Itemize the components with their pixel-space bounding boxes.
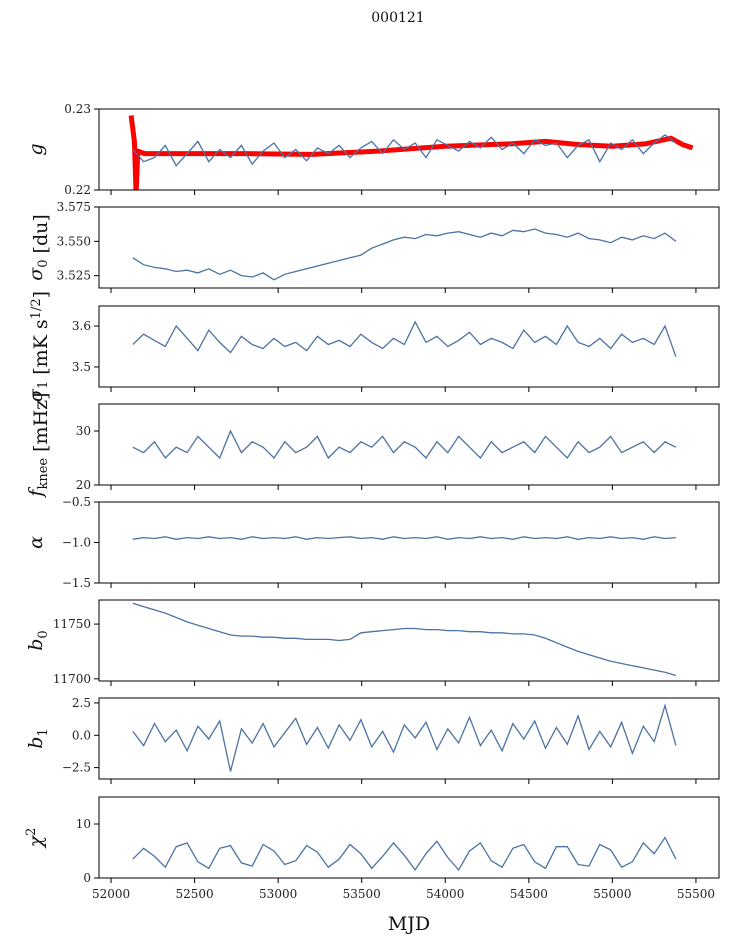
y-axis-label: σ1 [mK s1/2] bbox=[25, 291, 52, 402]
y-tick-label: 2.5 bbox=[72, 696, 91, 710]
y-tick-label: −1.5 bbox=[62, 576, 91, 590]
y-axis-label: σ0 [du] bbox=[25, 214, 52, 281]
axes-frame bbox=[98, 108, 720, 191]
y-axis-label: χ2 bbox=[24, 828, 47, 850]
series-line bbox=[132, 429, 677, 460]
y-tick-label: 0.22 bbox=[64, 183, 91, 197]
x-tick-label: 53500 bbox=[343, 887, 381, 901]
y-axis-label: b0 bbox=[25, 630, 51, 650]
panel-3: 3.5 3.6 σ1 [mK s1/2] bbox=[25, 291, 720, 402]
y-tick-label: −2.5 bbox=[62, 761, 91, 775]
y-tick-label: 30 bbox=[76, 424, 91, 438]
x-axis-label: MJD bbox=[388, 913, 430, 935]
panel-5: −1.5 −1.0 −0.5 α bbox=[25, 495, 720, 590]
series-line bbox=[132, 703, 677, 772]
series-line bbox=[132, 602, 677, 677]
y-tick-label: 11750 bbox=[53, 617, 91, 631]
y-tick-label: 3.5 bbox=[72, 360, 91, 374]
y-tick-label: 11700 bbox=[53, 672, 91, 686]
x-tick-label: 52000 bbox=[92, 887, 130, 901]
y-tick-label: 0.0 bbox=[72, 728, 91, 742]
axes-frame bbox=[98, 206, 720, 289]
y-tick-label: 3.575 bbox=[57, 200, 91, 214]
axes-frame bbox=[98, 599, 720, 682]
chart-title: 000121 bbox=[371, 10, 424, 26]
x-tick-label: 55000 bbox=[593, 887, 631, 901]
panel-1: 0.22 0.23 g bbox=[25, 102, 720, 197]
series-line bbox=[132, 836, 677, 872]
y-axis-label: g bbox=[25, 143, 47, 155]
series-line bbox=[132, 228, 677, 281]
series-line bbox=[132, 320, 677, 357]
panel-7: −2.5 0.0 2.5 b1 bbox=[25, 696, 720, 784]
x-tick-label: 52500 bbox=[175, 887, 213, 901]
x-tick-label: 55500 bbox=[677, 887, 715, 901]
panel-4: 20 30 fknee [mHz] bbox=[25, 392, 720, 499]
y-axis-label: α bbox=[25, 536, 47, 549]
series-line bbox=[132, 134, 677, 167]
axes-frame bbox=[98, 305, 720, 388]
y-tick-label: 0 bbox=[83, 871, 91, 885]
y-tick-label: 10 bbox=[76, 817, 91, 831]
red-series-line bbox=[128, 115, 694, 190]
y-axis-label: b1 bbox=[25, 728, 51, 748]
axes-frame bbox=[98, 796, 720, 879]
axes-frame bbox=[98, 697, 720, 780]
axes-frame bbox=[98, 403, 720, 486]
y-tick-label: 20 bbox=[76, 478, 91, 492]
y-tick-label: −0.5 bbox=[62, 495, 91, 509]
panel-8: 52000 52500 53000 53500 54000 54500 55000 55500… bbox=[24, 796, 720, 901]
series-line bbox=[132, 536, 676, 540]
panel-2: 3.525 3.550 3.575 σ0 [du] bbox=[25, 200, 720, 293]
y-tick-label: 0.23 bbox=[64, 102, 91, 116]
y-tick-label: 3.6 bbox=[72, 319, 91, 333]
axes-frame bbox=[98, 501, 720, 584]
x-tick-label: 53000 bbox=[259, 887, 297, 901]
y-tick-label: 3.550 bbox=[57, 234, 91, 248]
y-axis-label: fknee [mHz] bbox=[25, 392, 52, 498]
x-tick-label: 54500 bbox=[510, 887, 548, 901]
y-tick-label: 3.525 bbox=[57, 269, 91, 283]
y-tick-label: −1.0 bbox=[62, 536, 91, 550]
x-tick-label: 54000 bbox=[426, 887, 464, 901]
